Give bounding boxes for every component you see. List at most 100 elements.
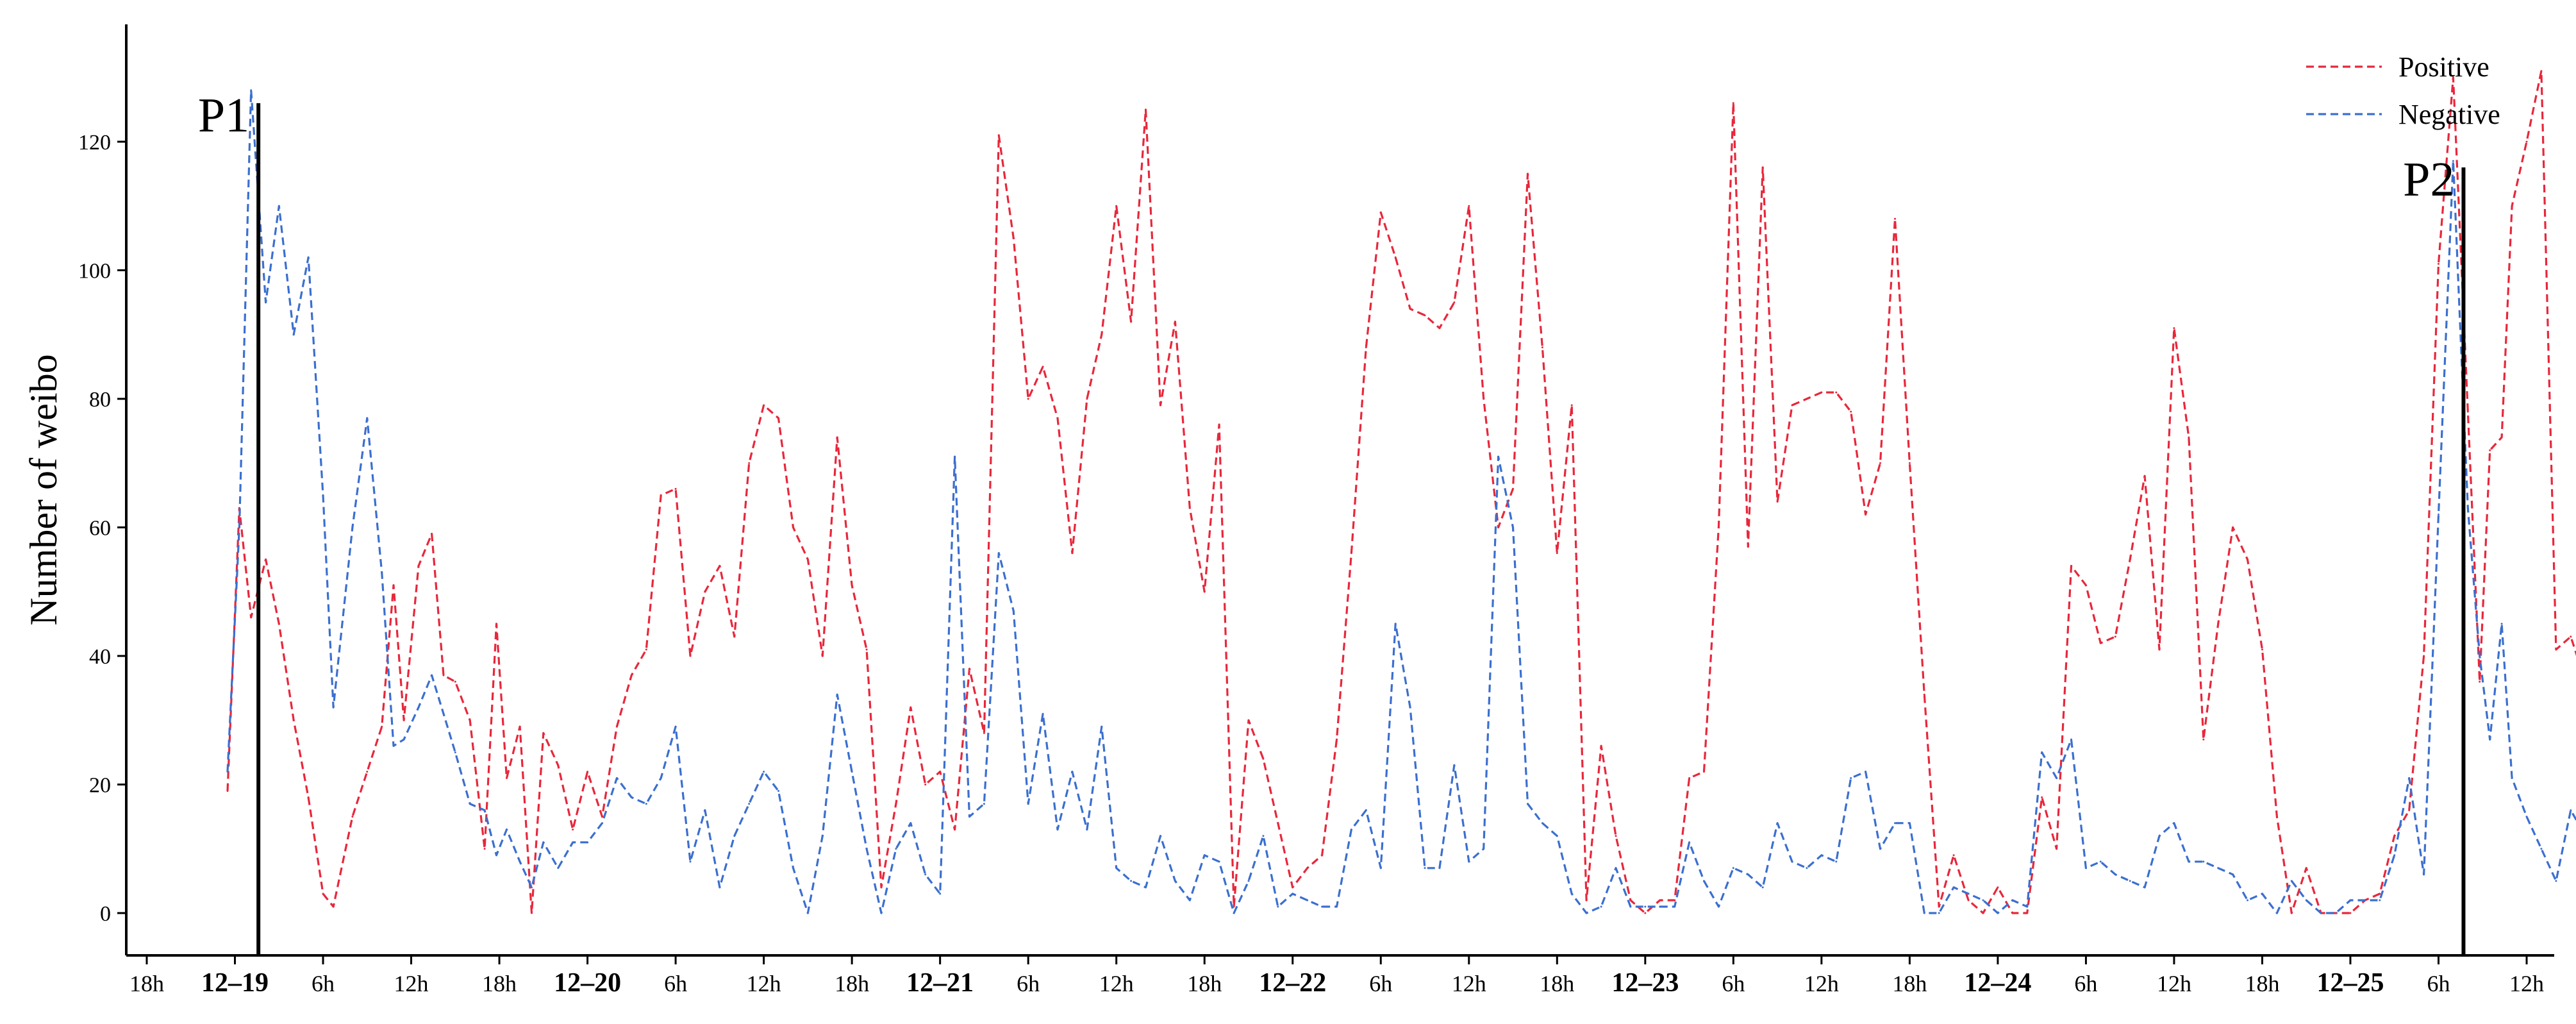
- data-point-positive: [2099, 642, 2102, 644]
- data-point-negative: [2084, 867, 2087, 869]
- data-point-negative: [1938, 912, 1940, 914]
- data-point-positive: [1042, 365, 1044, 368]
- data-point-negative: [1512, 526, 1514, 528]
- data-point-positive: [1585, 899, 1588, 902]
- data-point-negative: [2011, 899, 2014, 902]
- x-tick-label: 12–21: [906, 968, 974, 998]
- data-point-negative: [1761, 886, 1764, 889]
- data-point-positive: [1379, 211, 1382, 214]
- data-point-negative: [1365, 809, 1367, 812]
- data-point-positive: [1071, 552, 1074, 555]
- x-tick-label: 12h: [2509, 971, 2544, 996]
- data-point-negative: [1247, 880, 1250, 882]
- data-point-positive: [1292, 886, 1294, 889]
- data-point-positive: [1967, 899, 1970, 902]
- data-point-positive: [645, 648, 647, 651]
- data-point-positive: [1659, 899, 1661, 902]
- data-point-positive: [2129, 558, 2131, 561]
- data-point-positive: [954, 828, 956, 831]
- data-point-positive: [292, 719, 295, 721]
- data-point-negative: [265, 301, 267, 304]
- data-point-positive: [1365, 346, 1367, 349]
- data-point-positive: [1938, 905, 1940, 908]
- data-point-positive: [519, 725, 521, 728]
- x-tick-label: 12h: [2157, 971, 2191, 996]
- data-point-positive: [1424, 314, 1426, 317]
- data-point-negative: [531, 886, 533, 889]
- data-point-positive: [983, 732, 985, 734]
- data-point-negative: [1967, 893, 1970, 895]
- data-point-negative: [506, 828, 508, 831]
- data-point-negative: [403, 738, 405, 741]
- data-point-negative: [278, 205, 280, 207]
- data-point-positive: [1541, 346, 1543, 349]
- data-point-positive: [1703, 771, 1705, 773]
- data-point-negative: [1233, 912, 1235, 914]
- data-point-negative: [366, 417, 369, 419]
- data-point-positive: [660, 494, 662, 496]
- data-point-positive: [924, 784, 927, 785]
- x-tick-label: 12h: [1099, 971, 1134, 996]
- data-point-negative: [777, 790, 779, 792]
- data-point-negative: [2217, 867, 2220, 869]
- data-point-negative: [454, 751, 456, 753]
- x-tick-label: 18h: [835, 971, 869, 996]
- data-point-negative: [392, 744, 395, 747]
- data-point-positive: [250, 616, 253, 619]
- data-point-negative: [601, 822, 603, 825]
- series-line-positive: [226, 70, 2576, 914]
- data-point-positive: [1761, 166, 1764, 169]
- data-point-negative: [1732, 867, 1734, 869]
- data-point-positive: [2540, 70, 2543, 72]
- data-point-negative: [292, 333, 295, 336]
- data-point-positive: [1247, 719, 1250, 721]
- data-point-negative: [895, 848, 897, 850]
- data-point-positive: [332, 905, 335, 908]
- data-point-positive: [506, 777, 508, 779]
- data-point-negative: [1835, 860, 1838, 863]
- x-tick-label: 18h: [2245, 971, 2279, 996]
- data-point-positive: [836, 436, 838, 439]
- data-point-positive: [1629, 899, 1632, 902]
- data-point-negative: [806, 912, 809, 914]
- y-tick-label: 60: [89, 517, 111, 541]
- x-tick-label: 12h: [394, 971, 429, 996]
- data-point-positive: [351, 816, 354, 818]
- data-point-negative: [954, 455, 956, 458]
- data-point-negative: [1394, 623, 1397, 625]
- data-point-positive: [392, 584, 395, 587]
- data-point-negative: [2114, 873, 2116, 876]
- data-point-negative: [1188, 899, 1191, 902]
- data-point-negative: [865, 848, 868, 850]
- legend-label-positive: Positive: [2398, 51, 2489, 83]
- data-point-negative: [1747, 873, 1749, 876]
- data-point-negative: [2393, 854, 2396, 857]
- data-point-positive: [2041, 796, 2043, 798]
- data-point-positive: [865, 648, 868, 651]
- data-point-negative: [2320, 912, 2322, 914]
- data-point-negative: [586, 841, 589, 844]
- data-point-negative: [1203, 854, 1206, 857]
- data-point-positive: [366, 771, 369, 773]
- data-point-negative: [924, 873, 927, 876]
- data-point-positive: [2489, 449, 2491, 451]
- data-point-positive: [1644, 912, 1647, 914]
- data-point-positive: [689, 655, 692, 657]
- data-point-negative: [1585, 912, 1588, 914]
- data-point-negative: [1879, 848, 1881, 850]
- data-point-negative: [1130, 880, 1133, 882]
- x-tick-label: 6h: [1722, 971, 1745, 996]
- data-point-positive: [1262, 757, 1265, 760]
- data-point-positive: [469, 719, 471, 721]
- data-point-negative: [1997, 912, 1999, 914]
- data-point-negative: [250, 89, 253, 92]
- data-point-positive: [1086, 398, 1088, 400]
- data-point-positive: [1688, 777, 1691, 779]
- legend: Positive Negative: [2306, 51, 2500, 130]
- series-line-negative: [226, 89, 2576, 914]
- data-point-negative: [226, 771, 229, 773]
- data-point-positive: [1453, 301, 1456, 304]
- x-tick-label: 6h: [2074, 971, 2097, 996]
- data-point-positive: [495, 623, 497, 625]
- data-point-positive: [1145, 108, 1147, 111]
